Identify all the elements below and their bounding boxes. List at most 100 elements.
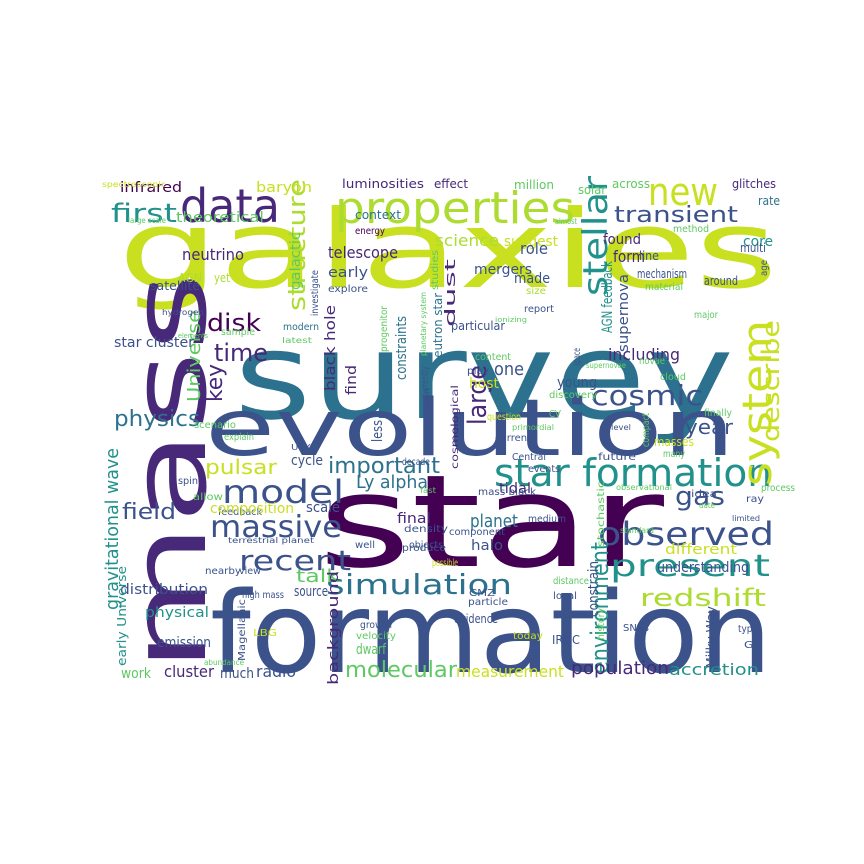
word-major: major [694, 310, 719, 321]
word-important: important [328, 454, 440, 479]
word-currently: currently [420, 366, 431, 398]
word-ionizing: ionizing [495, 316, 527, 324]
word-snrs: SNRs [623, 623, 649, 634]
word-star: star [318, 448, 665, 597]
word-year: year [685, 415, 734, 439]
word-investigate: investigate [310, 270, 321, 316]
word-neutrino: neutrino [182, 245, 244, 264]
word-explore: explore [328, 284, 368, 295]
word-many: many [663, 449, 685, 460]
word-possible: possible [432, 558, 458, 569]
word-feedback: feedback [218, 507, 262, 518]
word-method: method [673, 224, 709, 235]
word-dwarf: dwarf [356, 642, 387, 658]
word-new: new [648, 170, 718, 214]
word-latest: latest [282, 336, 312, 345]
word-suggest: suggest [504, 234, 558, 250]
word-made: made [514, 271, 550, 287]
word-large-scale: large scale [128, 216, 166, 225]
word-talk: talk [296, 566, 341, 587]
word-objects: objects [409, 540, 443, 551]
word-data: data [180, 179, 280, 233]
word-recent: recent [239, 544, 351, 577]
word-physical: physical [145, 605, 209, 621]
word-density: density [404, 524, 448, 535]
word-galaxies: galaxies [118, 188, 778, 313]
word-understanding: understanding [657, 560, 749, 576]
word-physics: physics [114, 407, 200, 432]
word-satellite: satellite [150, 279, 200, 293]
word-massive: massive [210, 510, 342, 545]
word-cmz: CMZ [469, 588, 495, 599]
word-stellar: stellar [576, 176, 616, 296]
word-structure: structure [283, 179, 311, 311]
word-less: less [370, 420, 386, 442]
word-describe: describe [757, 320, 785, 442]
word-size: size [526, 286, 546, 297]
word-agn-feedback: AGN feedback [600, 260, 616, 333]
word-level: level [611, 423, 631, 432]
word-science: science [435, 231, 499, 250]
word-redshift: redshift [640, 584, 766, 612]
word-host: host [469, 376, 499, 392]
word-final: final [397, 511, 431, 527]
word-composition: composition [210, 501, 294, 517]
word-ly-alpha: Ly alpha [356, 472, 428, 493]
word-work: work [121, 666, 152, 682]
word-evolution: evolution [205, 384, 735, 474]
word-different: different [665, 542, 738, 558]
word-history: history [596, 608, 607, 640]
word-play: play [467, 366, 489, 377]
word-early: early [328, 265, 368, 281]
word-source: source [294, 584, 328, 600]
word-glitches: glitches [732, 177, 776, 191]
word-cycle: cycle [291, 453, 323, 469]
word-type: type [738, 624, 758, 635]
word-multi: multi [740, 241, 766, 255]
word-scenario: scenario [194, 420, 236, 431]
word-first: first [111, 199, 177, 229]
word-survey: survey [234, 308, 734, 447]
word-star-formation: star formation [494, 451, 772, 495]
word-supernovae: supernovae [586, 361, 626, 370]
word-gc: GC [744, 640, 762, 651]
word-discovery: discovery [549, 390, 597, 401]
word-molecular: molecular [345, 658, 458, 683]
word-cloud: cloud [660, 372, 686, 383]
word-nearby: nearby [205, 566, 241, 577]
word-idea: idea [691, 489, 717, 500]
word-studies: studies [430, 250, 441, 290]
word-planetary-system: planetary system [419, 292, 428, 356]
word-system: system [735, 320, 781, 486]
word-velocity: velocity [356, 631, 396, 642]
word-progenitor: progenitor [379, 305, 390, 352]
word-cosmological: cosmological [450, 385, 461, 469]
word-large: large [463, 365, 493, 425]
word-model: model [222, 473, 344, 511]
word-finally: finally [704, 408, 732, 419]
word-elements: elements [178, 332, 208, 340]
word-found: found [603, 232, 641, 248]
word-events: events [528, 464, 560, 475]
word-rate: rate [758, 194, 780, 208]
word-sample: sample [221, 327, 255, 338]
word-almost: almost [555, 217, 577, 226]
word-theoretical: theoretical [176, 210, 264, 226]
word-context: context [355, 208, 401, 222]
word-gravitational-wave: gravitational wave [102, 448, 123, 610]
word-distance: distance [553, 576, 589, 587]
word-observational: observational [616, 483, 672, 492]
word-emission: emission [157, 635, 211, 651]
word-spin: spin [178, 476, 198, 487]
word-date: date [699, 501, 715, 510]
word-stochastic: stochastic [596, 481, 607, 547]
word-produce: produce [402, 543, 446, 554]
word-tidal: tidal [499, 481, 531, 497]
word-much: much [220, 666, 254, 682]
word-current: current [495, 433, 531, 444]
word-early-universe: early Universe [115, 566, 129, 666]
word-irdc: IRDC [552, 633, 580, 647]
word-including: including [608, 345, 680, 364]
word-time: time [214, 339, 268, 367]
word-question: question [487, 412, 521, 423]
